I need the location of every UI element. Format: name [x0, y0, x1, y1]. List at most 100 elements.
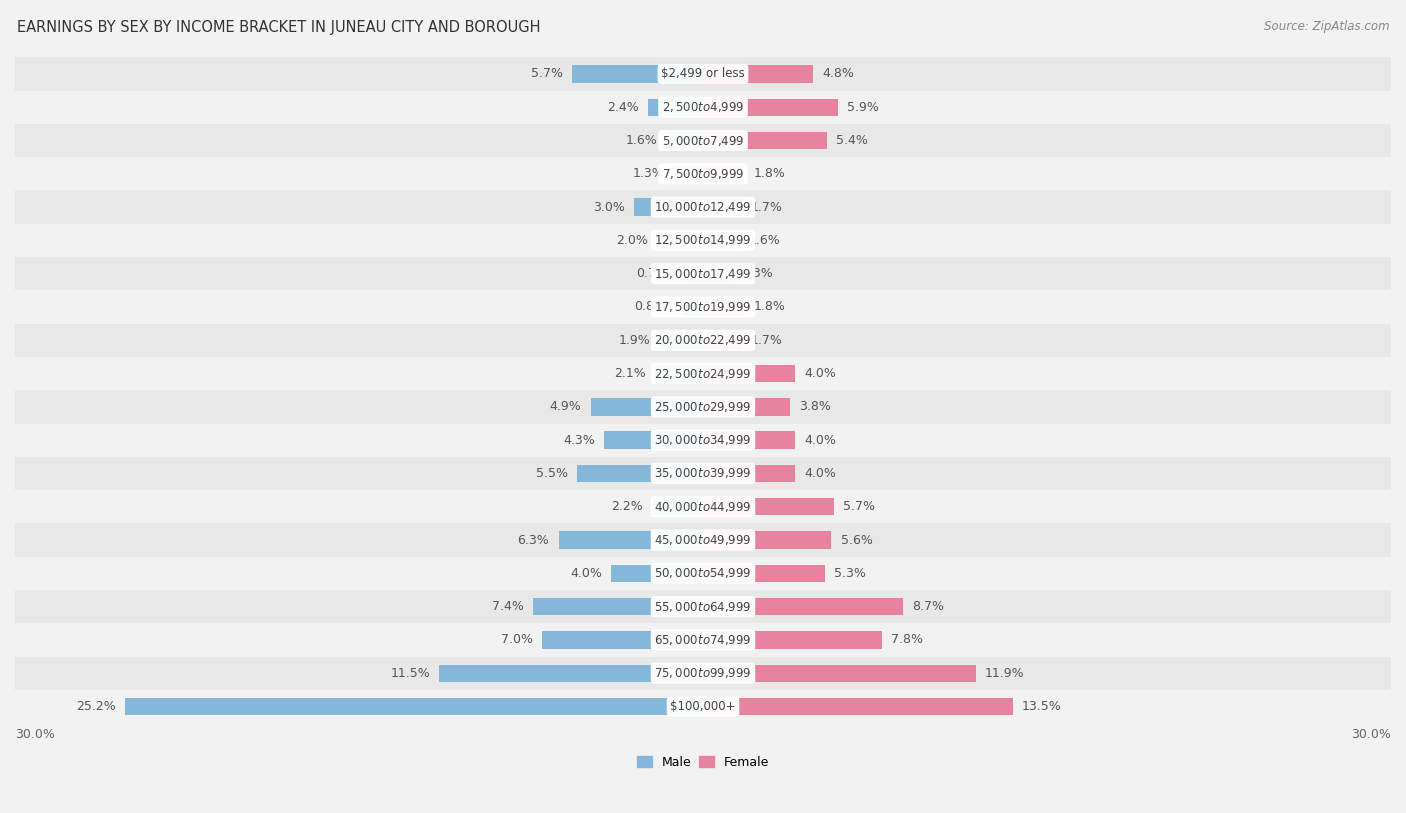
Bar [439, 664, 703, 682]
Text: 5.4%: 5.4% [837, 134, 868, 147]
Text: 7.0%: 7.0% [502, 633, 533, 646]
Bar [15, 624, 1391, 657]
Text: 4.9%: 4.9% [550, 400, 582, 413]
Bar [703, 98, 838, 116]
Bar [648, 98, 703, 116]
Bar [15, 657, 1391, 689]
Bar [703, 432, 794, 449]
Text: 5.6%: 5.6% [841, 533, 873, 546]
Text: 1.8%: 1.8% [754, 301, 786, 314]
Bar [15, 90, 1391, 124]
Text: $12,500 to $14,999: $12,500 to $14,999 [654, 233, 752, 247]
Text: 25.2%: 25.2% [76, 700, 115, 713]
Text: $15,000 to $17,499: $15,000 to $17,499 [654, 267, 752, 280]
Text: 1.6%: 1.6% [626, 134, 657, 147]
Text: $5,000 to $7,499: $5,000 to $7,499 [662, 133, 744, 147]
Bar [15, 557, 1391, 590]
Bar [15, 124, 1391, 157]
Bar [15, 357, 1391, 390]
Text: $55,000 to $64,999: $55,000 to $64,999 [654, 600, 752, 614]
Text: 3.8%: 3.8% [800, 400, 831, 413]
Text: 5.9%: 5.9% [848, 101, 879, 114]
Bar [15, 457, 1391, 490]
Text: $2,500 to $4,999: $2,500 to $4,999 [662, 100, 744, 115]
Bar [591, 398, 703, 415]
Text: $75,000 to $99,999: $75,000 to $99,999 [654, 666, 752, 680]
Text: 13.5%: 13.5% [1022, 700, 1062, 713]
Bar [15, 324, 1391, 357]
Bar [686, 265, 703, 282]
Text: 5.7%: 5.7% [842, 500, 875, 513]
Bar [703, 664, 976, 682]
Text: 7.4%: 7.4% [492, 600, 524, 613]
Text: 4.8%: 4.8% [823, 67, 853, 80]
Text: 2.4%: 2.4% [607, 101, 638, 114]
Bar [659, 332, 703, 349]
Text: 2.0%: 2.0% [616, 234, 648, 247]
Bar [703, 631, 882, 649]
Bar [15, 290, 1391, 324]
Text: 4.0%: 4.0% [804, 467, 835, 480]
Bar [15, 157, 1391, 190]
Bar [703, 65, 813, 83]
Text: $40,000 to $44,999: $40,000 to $44,999 [654, 500, 752, 514]
Text: 30.0%: 30.0% [15, 728, 55, 741]
Bar [703, 532, 831, 549]
Text: $65,000 to $74,999: $65,000 to $74,999 [654, 633, 752, 647]
Bar [15, 424, 1391, 457]
Bar [15, 490, 1391, 524]
Text: $25,000 to $29,999: $25,000 to $29,999 [654, 400, 752, 414]
Text: $22,500 to $24,999: $22,500 to $24,999 [654, 367, 752, 380]
Text: 1.3%: 1.3% [633, 167, 664, 180]
Text: 7.8%: 7.8% [891, 633, 924, 646]
Text: 5.7%: 5.7% [531, 67, 564, 80]
Bar [703, 298, 744, 315]
Bar [703, 265, 733, 282]
Bar [703, 198, 742, 215]
Bar [605, 432, 703, 449]
Text: $20,000 to $22,499: $20,000 to $22,499 [654, 333, 752, 347]
Bar [666, 132, 703, 150]
Bar [703, 132, 827, 150]
Bar [15, 190, 1391, 224]
Text: 4.0%: 4.0% [804, 433, 835, 446]
Text: 2.1%: 2.1% [614, 367, 645, 380]
Text: EARNINGS BY SEX BY INCOME BRACKET IN JUNEAU CITY AND BOROUGH: EARNINGS BY SEX BY INCOME BRACKET IN JUN… [17, 20, 540, 35]
Text: 1.6%: 1.6% [749, 234, 780, 247]
Bar [703, 232, 740, 249]
Text: 4.3%: 4.3% [564, 433, 595, 446]
Text: 11.5%: 11.5% [391, 667, 430, 680]
Bar [655, 365, 703, 382]
Text: 2.2%: 2.2% [612, 500, 644, 513]
Text: 1.7%: 1.7% [751, 334, 783, 347]
Text: 5.5%: 5.5% [536, 467, 568, 480]
Bar [15, 689, 1391, 723]
Text: Source: ZipAtlas.com: Source: ZipAtlas.com [1264, 20, 1389, 33]
Text: 1.8%: 1.8% [754, 167, 786, 180]
Bar [15, 57, 1391, 90]
Text: 3.0%: 3.0% [593, 201, 626, 214]
Text: 1.9%: 1.9% [619, 334, 650, 347]
Bar [673, 165, 703, 182]
Bar [703, 398, 790, 415]
Bar [15, 590, 1391, 624]
Text: $100,000+: $100,000+ [671, 700, 735, 713]
Text: 30.0%: 30.0% [1351, 728, 1391, 741]
Bar [703, 465, 794, 482]
Text: 5.3%: 5.3% [834, 567, 866, 580]
Bar [15, 224, 1391, 257]
Text: $45,000 to $49,999: $45,000 to $49,999 [654, 533, 752, 547]
Bar [543, 631, 703, 649]
Bar [703, 165, 744, 182]
Bar [703, 698, 1012, 715]
Text: 1.3%: 1.3% [742, 267, 773, 280]
Text: 1.7%: 1.7% [751, 201, 783, 214]
Legend: Male, Female: Male, Female [637, 756, 769, 769]
Bar [634, 198, 703, 215]
Bar [703, 598, 903, 615]
Text: $10,000 to $12,499: $10,000 to $12,499 [654, 200, 752, 214]
Text: 4.0%: 4.0% [804, 367, 835, 380]
Text: 8.7%: 8.7% [911, 600, 943, 613]
Bar [572, 65, 703, 83]
Bar [657, 232, 703, 249]
